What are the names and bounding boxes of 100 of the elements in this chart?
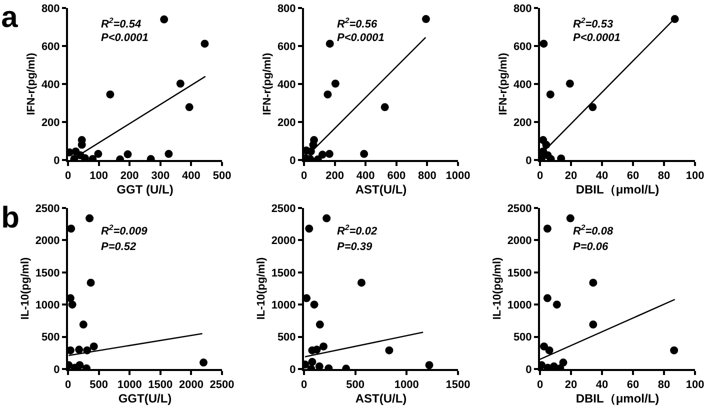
- point: [543, 224, 552, 233]
- point: [357, 278, 366, 287]
- x-tick-label: 0: [300, 379, 308, 392]
- x-tick-label: 600: [387, 170, 406, 182]
- y-tick-label: 800: [277, 2, 296, 15]
- point: [75, 346, 84, 354]
- x-tick-label: 0: [300, 170, 308, 182]
- point: [320, 342, 328, 350]
- point: [324, 90, 332, 98]
- y-tick-label: 0: [290, 364, 296, 376]
- point: [326, 40, 334, 48]
- x-tick-label: 20: [564, 379, 578, 392]
- point: [322, 214, 331, 222]
- x-tick-label: 500: [212, 170, 232, 182]
- x-tick-label: 800: [418, 170, 436, 182]
- x-tick-label: 0: [536, 379, 544, 392]
- point: [545, 346, 554, 354]
- y-tick-label: 600: [513, 40, 532, 53]
- point: [559, 358, 568, 367]
- point: [552, 300, 561, 309]
- y-tick-label: 1500: [35, 267, 60, 280]
- annotation: R$^{2}$=0.54: [101, 16, 142, 31]
- chart-title: b: [1, 201, 20, 234]
- x-tick-label: 0: [536, 170, 544, 182]
- x-axis-title: GGT(U/L): [118, 392, 172, 406]
- annotation: R$^{2}$=0.02: [337, 223, 378, 238]
- y-axis-title: IFN-r(pg/ml): [262, 52, 274, 116]
- x-tick-label: 200: [120, 170, 139, 182]
- y-tick-label: 2000: [35, 235, 60, 248]
- y-tick-label: 800: [513, 2, 532, 15]
- x-tick-label: 1000: [446, 170, 470, 182]
- y-tick-label: 1500: [507, 267, 532, 280]
- x-tick-label: 400: [356, 170, 375, 182]
- x-axis-title: DBIL（μmol/L): [576, 182, 660, 197]
- x-tick-label: 80: [658, 170, 670, 182]
- point: [185, 103, 194, 112]
- y-tick-label: 500: [41, 332, 60, 344]
- point: [589, 320, 598, 329]
- y-tick-label: 600: [41, 40, 60, 53]
- point: [566, 214, 574, 222]
- x-tick-label: 100: [686, 379, 704, 392]
- x-axis-title: AST(U/L): [355, 392, 407, 406]
- y-axis-title: IL-10(pg/ml): [491, 257, 504, 320]
- point: [325, 150, 334, 158]
- y-axis-title: IL-10(pg/ml): [19, 257, 32, 320]
- point: [540, 342, 548, 350]
- y-tick-label: 2000: [507, 235, 532, 248]
- y-tick-label: 0: [54, 364, 60, 376]
- x-tick-label: 60: [626, 379, 640, 392]
- y-tick-label: 200: [277, 116, 296, 129]
- annotation: P<0.0001: [573, 32, 620, 44]
- x-tick-label: 400: [182, 170, 200, 182]
- point: [90, 342, 98, 350]
- point: [304, 294, 311, 302]
- x-tick-label: 80: [658, 379, 670, 392]
- x-tick-label: 2000: [178, 379, 204, 392]
- x-tick-label: 100: [90, 170, 108, 182]
- y-tick-label: 500: [277, 332, 296, 344]
- x-axis-title: GGT (U/L): [116, 182, 174, 197]
- annotation: P<0.0001: [101, 32, 148, 44]
- point: [318, 150, 326, 159]
- x-tick-label: 20: [564, 170, 578, 182]
- y-axis-title: IL-10(pg/ml): [255, 257, 268, 320]
- point: [589, 278, 598, 287]
- point: [310, 300, 318, 309]
- x-axis-title: AST(U/L): [355, 182, 407, 197]
- x-axis-title: DBIL（μmol/L): [576, 392, 660, 406]
- point: [550, 362, 558, 369]
- annotation: R$^{2}$=0.56: [337, 16, 378, 31]
- point: [566, 80, 574, 88]
- y-axis-title: IFN-r(pg/ml): [26, 52, 38, 116]
- point: [540, 40, 548, 48]
- point: [331, 80, 340, 88]
- point: [76, 361, 84, 369]
- x-tick-label: 1500: [446, 379, 470, 392]
- point: [106, 90, 114, 98]
- point: [86, 278, 95, 287]
- point: [385, 346, 394, 354]
- point: [425, 361, 434, 369]
- y-tick-label: 800: [41, 2, 60, 15]
- point: [68, 300, 76, 309]
- point: [305, 224, 314, 233]
- point: [79, 320, 88, 329]
- y-tick-label: 400: [513, 78, 532, 91]
- y-tick-label: 200: [41, 116, 60, 129]
- point: [546, 90, 554, 98]
- x-tick-label: 2500: [210, 379, 234, 392]
- y-tick-label: 400: [277, 78, 296, 91]
- point: [543, 294, 552, 302]
- chart-title: a: [1, 1, 18, 34]
- annotation: P=0.52: [101, 241, 136, 253]
- annotation: R$^{2}$=0.08: [573, 223, 614, 238]
- y-tick-label: 1500: [271, 267, 296, 280]
- point: [588, 103, 597, 112]
- point: [176, 80, 184, 88]
- x-tick-label: 0: [64, 379, 72, 392]
- y-tick-label: 0: [290, 154, 296, 167]
- y-tick-label: 400: [41, 78, 60, 91]
- y-tick-label: 600: [277, 40, 296, 53]
- x-tick-label: 200: [326, 170, 344, 182]
